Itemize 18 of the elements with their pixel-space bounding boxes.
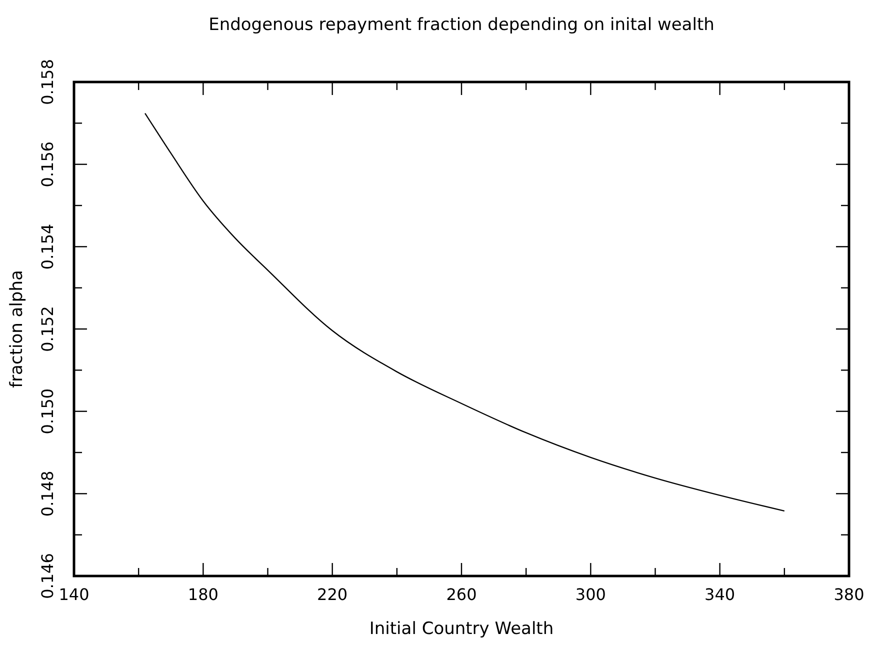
y-axis-title: fraction alpha (7, 270, 27, 388)
x-tick-label: 260 (446, 585, 477, 604)
y-tick-label: 0.146 (38, 553, 57, 599)
y-tick-label: 0.156 (38, 141, 57, 188)
chart-title: Endogenous repayment fraction depending on inital wealth (208, 15, 714, 35)
y-tick-label: 0.158 (38, 59, 57, 105)
x-tick-label: 340 (704, 585, 736, 604)
x-tick-label: 140 (58, 585, 90, 604)
x-tick-label: 220 (317, 585, 348, 604)
y-tick-label: 0.154 (38, 224, 57, 270)
y-tick-label: 0.152 (38, 306, 57, 352)
line-series (144, 112, 786, 512)
x-tick-label: 180 (188, 585, 218, 604)
y-tick-label: 0.150 (38, 388, 57, 434)
x-tick-label: 300 (575, 585, 606, 604)
x-tick-label: 380 (834, 585, 864, 604)
x-axis-title: Initial Country Wealth (369, 619, 554, 639)
y-tick-label: 0.148 (38, 470, 57, 517)
